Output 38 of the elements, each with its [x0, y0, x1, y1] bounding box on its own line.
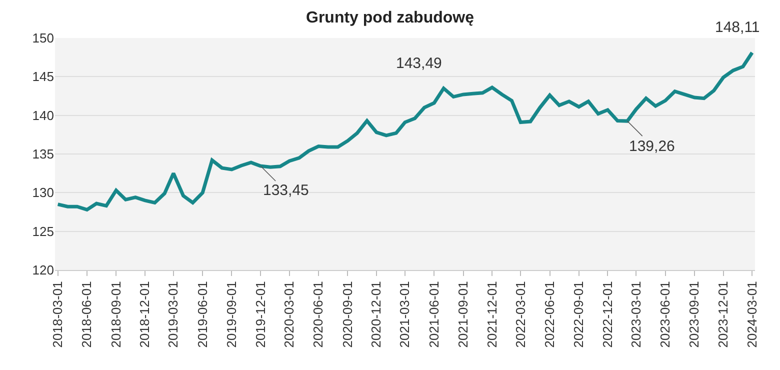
x-tick-label: 2023-09-01: [686, 281, 702, 348]
x-tick-label: 2024-03-01: [744, 281, 760, 348]
annotation: 148,11: [715, 19, 760, 36]
x-tick-label: 2022-03-01: [512, 281, 528, 348]
x-tick-label: 2020-09-01: [340, 281, 355, 348]
x-tick-label: 2018-03-01: [50, 281, 66, 348]
y-tick-label: 145: [32, 69, 54, 84]
x-tick-label: 2021-12-01: [484, 281, 500, 348]
x-tick-label: 2022-12-01: [600, 281, 615, 348]
x-tick-label: 2023-06-01: [658, 281, 673, 348]
x-tick-label: 2020-12-01: [368, 281, 384, 348]
x-tick-label: 2023-12-01: [716, 281, 731, 348]
annotation: 133,45: [263, 182, 309, 199]
x-tick-label: 2018-09-01: [108, 281, 124, 348]
y-tick-label: 130: [32, 185, 54, 200]
y-tick-label: 150: [32, 30, 54, 46]
x-tick-label: 2022-09-01: [571, 281, 586, 348]
y-tick-label: 135: [32, 146, 54, 162]
x-tick-label: 2020-03-01: [282, 281, 297, 348]
x-tick-label: 2019-09-01: [224, 281, 239, 348]
x-tick-label: 2023-03-01: [628, 281, 644, 348]
line-series: [56, 50, 754, 212]
x-tick-label: 2019-12-01: [252, 281, 268, 348]
chart-title: Grunty pod zabudowę: [306, 9, 474, 26]
x-tick-label: 2018-06-01: [79, 281, 94, 348]
x-tick-label: 2019-03-01: [166, 281, 181, 348]
y-tick-label: 140: [32, 108, 54, 123]
x-tick-label: 2022-06-01: [542, 281, 557, 348]
x-tick-label: 2021-03-01: [397, 281, 412, 348]
x-tick-label: 2021-06-01: [426, 281, 442, 348]
x-tick-label: 2021-09-01: [456, 281, 471, 348]
x-tick-label: 2018-12-01: [137, 281, 152, 348]
annotation: 139,26: [629, 138, 675, 155]
y-tick-label: 120: [32, 262, 54, 278]
y-tick-label: 125: [32, 224, 54, 239]
annotation: 143,49: [396, 55, 442, 72]
x-tick-label: 2019-06-01: [194, 281, 210, 348]
x-tick-label: 2020-06-01: [310, 281, 326, 348]
